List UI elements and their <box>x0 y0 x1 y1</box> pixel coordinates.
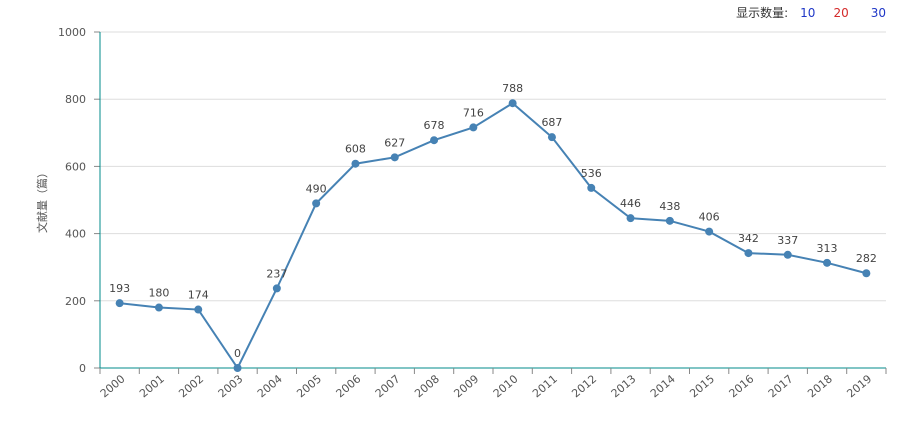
x-tick-label: 2005 <box>294 372 324 400</box>
data-label: 627 <box>384 136 405 149</box>
data-label: 608 <box>345 143 366 156</box>
x-tick-label: 2003 <box>216 372 246 400</box>
data-label: 282 <box>856 252 877 265</box>
data-label: 678 <box>424 119 445 132</box>
data-point[interactable] <box>508 99 517 108</box>
y-tick-label: 400 <box>65 228 86 241</box>
data-point[interactable] <box>626 214 635 223</box>
show-10-option[interactable]: 10 <box>800 5 816 20</box>
series-line <box>119 101 867 370</box>
x-tick-label: 2001 <box>137 372 167 400</box>
data-point[interactable] <box>744 249 753 258</box>
y-tick-label: 600 <box>65 160 86 173</box>
x-tick-label: 2007 <box>373 372 403 400</box>
x-tick-label: 2002 <box>176 372 206 400</box>
data-point[interactable] <box>272 284 281 293</box>
data-label: 716 <box>463 106 484 119</box>
y-tick-label: 0 <box>79 362 86 375</box>
x-tick-label: 2015 <box>687 372 717 400</box>
data-label: 406 <box>699 211 720 224</box>
data-point[interactable] <box>312 199 321 208</box>
y-tick-label: 200 <box>65 295 86 308</box>
data-point[interactable] <box>430 136 439 145</box>
display-count-control: 显示数量: 10 20 30 <box>736 4 886 21</box>
x-tick-label: 2019 <box>844 372 874 400</box>
data-point[interactable] <box>233 364 242 372</box>
y-axis-ticks: 0 200 400 600 800 1000 <box>58 26 100 375</box>
y-tick-label: 1000 <box>58 26 86 39</box>
data-label: 337 <box>777 234 798 247</box>
data-points <box>115 99 871 372</box>
data-label: 180 <box>148 287 169 300</box>
data-point[interactable] <box>823 258 832 267</box>
data-point[interactable] <box>705 227 714 236</box>
data-label: 446 <box>620 197 641 210</box>
data-point[interactable] <box>783 250 792 259</box>
data-label: 788 <box>502 82 523 95</box>
data-point[interactable] <box>390 153 399 162</box>
x-tick-label: 2017 <box>766 372 796 400</box>
data-point[interactable] <box>587 183 596 192</box>
gridlines <box>100 31 886 302</box>
show-20-option[interactable]: 20 <box>833 5 849 20</box>
x-tick-label: 2010 <box>491 372 521 400</box>
x-tick-label: 2013 <box>609 372 639 400</box>
data-label: 536 <box>581 167 602 180</box>
x-tick-label: 2011 <box>530 372 560 400</box>
data-label: 193 <box>109 282 130 295</box>
data-label: 174 <box>188 289 209 302</box>
show-30-option[interactable]: 30 <box>870 5 886 20</box>
data-point[interactable] <box>351 159 360 168</box>
data-point[interactable] <box>665 216 674 225</box>
display-count-label: 显示数量: <box>736 6 789 20</box>
data-label: 342 <box>738 232 759 245</box>
data-point[interactable] <box>154 303 163 312</box>
data-point[interactable] <box>469 123 478 132</box>
x-tick-label: 2014 <box>648 372 678 400</box>
x-tick-label: 2000 <box>98 372 128 400</box>
x-tick-label: 2012 <box>569 372 599 400</box>
data-point[interactable] <box>547 133 556 142</box>
x-tick-label: 2016 <box>727 372 757 400</box>
y-axis-title: 文献量（篇） <box>35 167 49 233</box>
x-tick-label: 2008 <box>412 372 442 400</box>
x-tick-label: 2006 <box>334 372 364 400</box>
data-point[interactable] <box>194 305 203 314</box>
data-point[interactable] <box>862 269 871 278</box>
data-labels: 193 180 174 0 237 490 608 627 678 716 788 687 536 446… <box>109 82 877 360</box>
data-label: 0 <box>234 347 241 360</box>
x-tick-label: 2004 <box>255 372 285 400</box>
data-label: 687 <box>541 116 562 129</box>
x-tick-label: 2018 <box>805 372 835 400</box>
x-tick-label: 2009 <box>451 372 481 400</box>
data-label: 490 <box>306 182 327 195</box>
y-tick-label: 800 <box>65 93 86 106</box>
data-label: 237 <box>266 267 287 280</box>
x-axis-ticks: 2000 2001 2002 2003 2004 2005 2006 2007 2008 2009… <box>98 368 887 400</box>
data-label: 438 <box>659 200 680 213</box>
data-label: 313 <box>817 242 838 255</box>
data-point[interactable] <box>115 299 124 308</box>
